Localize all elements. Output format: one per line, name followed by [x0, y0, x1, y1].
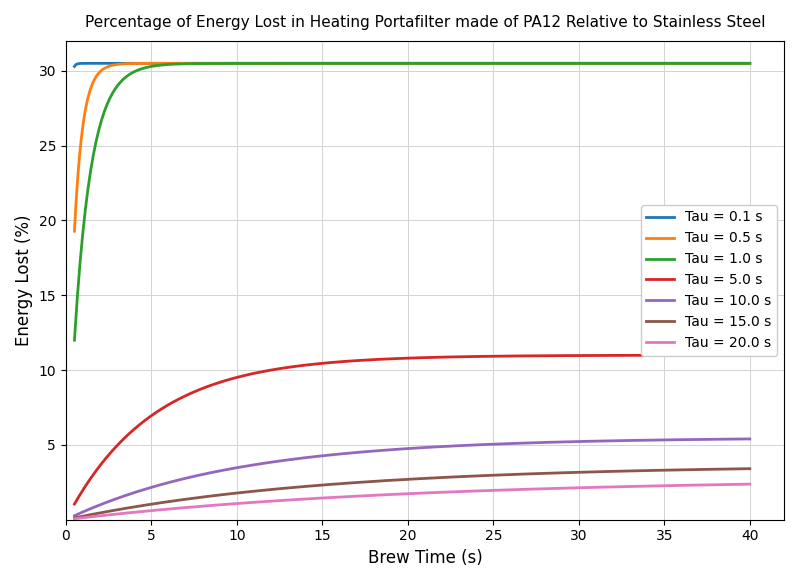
Tau = 5.0 s — [729, 352, 738, 359]
Tau = 15.0 s — [435, 474, 445, 481]
Tau = 0.1 s — [436, 60, 446, 67]
Tau = 15.0 s — [623, 467, 633, 474]
Tau = 20.0 s — [623, 483, 633, 490]
Line: Tau = 5.0 s: Tau = 5.0 s — [74, 355, 749, 504]
Tau = 15.0 s — [395, 476, 404, 483]
Tau = 5.0 s — [623, 352, 633, 359]
Tau = 10.0 s — [623, 437, 633, 444]
Legend: Tau = 0.1 s, Tau = 0.5 s, Tau = 1.0 s, Tau = 5.0 s, Tau = 10.0 s, Tau = 15.0 s, : Tau = 0.1 s, Tau = 0.5 s, Tau = 1.0 s, T… — [641, 205, 777, 356]
Tau = 0.1 s — [396, 60, 405, 67]
Tau = 20.0 s — [729, 481, 738, 488]
Tau = 5.0 s — [391, 355, 400, 362]
Tau = 0.1 s — [625, 60, 634, 67]
Tau = 10.0 s — [471, 441, 481, 448]
Tau = 20.0 s — [745, 481, 754, 488]
Tau = 1.0 s — [702, 60, 711, 67]
Tau = 1.0 s — [435, 60, 445, 67]
Tau = 0.5 s — [436, 60, 446, 67]
Tau = 20.0 s — [471, 488, 481, 495]
Tau = 10.0 s — [435, 443, 445, 450]
Tau = 0.5 s — [382, 60, 392, 67]
Tau = 5.0 s — [745, 352, 754, 359]
Tau = 0.1 s — [730, 60, 740, 67]
Tau = 0.1 s — [125, 60, 135, 67]
Line: Tau = 0.5 s: Tau = 0.5 s — [74, 63, 749, 231]
Line: Tau = 20.0 s: Tau = 20.0 s — [74, 484, 749, 519]
Tau = 5.0 s — [70, 501, 79, 508]
Tau = 15.0 s — [70, 514, 79, 521]
Tau = 0.5 s — [473, 60, 483, 67]
Tau = 1.0 s — [745, 60, 754, 67]
Tau = 1.0 s — [730, 60, 740, 67]
Tau = 0.5 s — [392, 60, 401, 67]
X-axis label: Brew Time (s): Brew Time (s) — [368, 549, 483, 567]
Tau = 10.0 s — [745, 435, 754, 442]
Tau = 1.0 s — [471, 60, 481, 67]
Tau = 5.0 s — [395, 355, 404, 362]
Tau = 15.0 s — [391, 477, 400, 484]
Tau = 0.1 s — [745, 60, 754, 67]
Tau = 0.5 s — [396, 60, 405, 67]
Tau = 15.0 s — [745, 465, 754, 472]
Tau = 0.1 s — [473, 60, 483, 67]
Tau = 0.1 s — [70, 63, 79, 70]
Y-axis label: Energy Lost (%): Energy Lost (%) — [15, 215, 33, 346]
Tau = 1.0 s — [391, 60, 400, 67]
Tau = 10.0 s — [395, 446, 404, 453]
Tau = 5.0 s — [471, 353, 481, 360]
Tau = 0.5 s — [745, 60, 754, 67]
Tau = 10.0 s — [729, 435, 738, 442]
Tau = 0.5 s — [70, 228, 79, 235]
Line: Tau = 10.0 s: Tau = 10.0 s — [74, 439, 749, 516]
Tau = 15.0 s — [471, 473, 481, 480]
Tau = 5.0 s — [435, 354, 445, 361]
Tau = 10.0 s — [70, 512, 79, 519]
Tau = 1.0 s — [623, 60, 633, 67]
Tau = 0.5 s — [730, 60, 740, 67]
Tau = 10.0 s — [391, 446, 400, 453]
Tau = 15.0 s — [729, 466, 738, 473]
Tau = 0.5 s — [625, 60, 634, 67]
Line: Tau = 0.1 s: Tau = 0.1 s — [74, 63, 749, 66]
Tau = 20.0 s — [391, 491, 400, 498]
Line: Tau = 15.0 s: Tau = 15.0 s — [74, 469, 749, 518]
Title: Percentage of Energy Lost in Heating Portafilter made of PA12 Relative to Stainl: Percentage of Energy Lost in Heating Por… — [85, 15, 765, 30]
Tau = 0.1 s — [392, 60, 401, 67]
Tau = 1.0 s — [70, 336, 79, 343]
Tau = 1.0 s — [395, 60, 404, 67]
Tau = 20.0 s — [70, 515, 79, 522]
Tau = 20.0 s — [435, 489, 445, 496]
Tau = 20.0 s — [395, 491, 404, 498]
Line: Tau = 1.0 s: Tau = 1.0 s — [74, 63, 749, 340]
